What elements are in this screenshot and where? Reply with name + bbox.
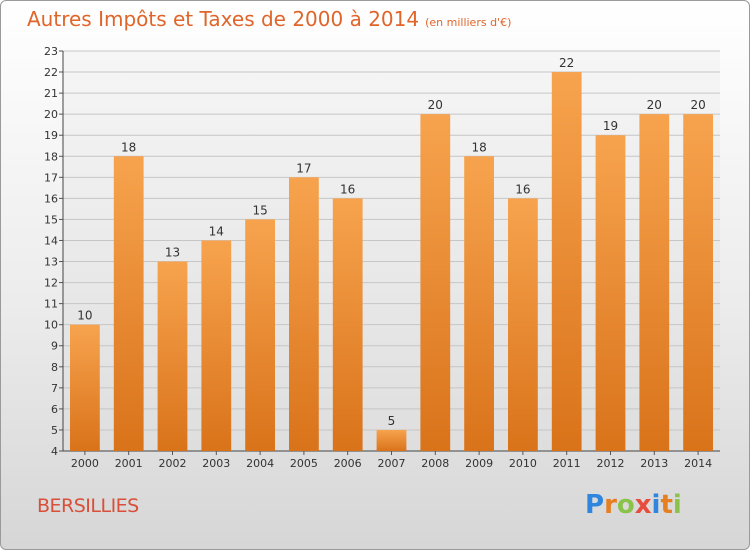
bar: [683, 114, 713, 451]
x-tick-label: 2009: [465, 457, 493, 470]
chart-title: Autres Impôts et Taxes de 2000 à 2014 (en…: [27, 7, 511, 31]
bar: [551, 72, 582, 451]
data-label: 5: [388, 414, 396, 428]
logo-letter: o: [616, 490, 635, 520]
data-label: 19: [603, 119, 618, 133]
bar: [595, 135, 626, 452]
x-tick-label: 2003: [202, 457, 230, 470]
proxiti-logo: Proxiti: [585, 490, 682, 520]
data-label: 18: [121, 140, 136, 154]
bar: [464, 156, 494, 451]
y-tick-label: 19: [44, 129, 58, 142]
bar: [376, 429, 407, 451]
y-tick-label: 13: [44, 256, 58, 269]
bar: [332, 198, 363, 451]
bar: [420, 114, 451, 451]
data-label: 22: [559, 56, 574, 70]
logo-letter: r: [604, 490, 617, 520]
x-tick-label: 2013: [640, 457, 668, 470]
x-tick-label: 2008: [421, 457, 449, 470]
x-tick-label: 2014: [684, 457, 712, 470]
data-label: 17: [296, 161, 311, 175]
data-label: 20: [647, 98, 662, 112]
x-tick-label: 2006: [334, 457, 362, 470]
bar: [245, 219, 275, 451]
data-label: 14: [209, 224, 224, 238]
y-tick-label: 18: [44, 150, 58, 163]
logo-letter: i: [651, 490, 661, 520]
data-label: 13: [165, 246, 180, 260]
data-label: 20: [690, 98, 705, 112]
x-tick-label: 2004: [246, 457, 274, 470]
logo-letter: i: [672, 490, 682, 520]
bar: [289, 177, 319, 451]
y-tick-label: 17: [44, 171, 58, 184]
x-tick-label: 2005: [290, 457, 318, 470]
x-tick-label: 2010: [509, 457, 537, 470]
data-label: 15: [252, 203, 267, 217]
data-label: 16: [340, 182, 355, 196]
x-tick-label: 2007: [378, 457, 406, 470]
commune-name: BERSILLIES: [37, 495, 139, 517]
x-tick-label: 2011: [553, 457, 581, 470]
data-label: 10: [77, 309, 92, 323]
y-tick-label: 23: [44, 45, 58, 58]
y-tick-label: 22: [44, 66, 58, 79]
data-label: 18: [471, 140, 486, 154]
y-tick-label: 21: [44, 87, 58, 100]
y-tick-label: 5: [51, 424, 58, 437]
data-label: 16: [515, 182, 530, 196]
y-tick-label: 12: [44, 277, 58, 290]
y-tick-label: 8: [51, 361, 58, 374]
y-tick-label: 15: [44, 213, 58, 226]
bar: [70, 324, 100, 451]
y-tick-label: 20: [44, 108, 58, 121]
data-label: 20: [428, 98, 443, 112]
y-tick-label: 11: [44, 298, 58, 311]
x-tick-label: 2001: [115, 457, 143, 470]
y-tick-label: 10: [44, 319, 58, 332]
x-tick-label: 2002: [159, 457, 187, 470]
bar: [113, 156, 144, 451]
y-tick-label: 4: [51, 445, 58, 458]
logo-letter: x: [634, 490, 652, 520]
x-tick-label: 2000: [71, 457, 99, 470]
y-tick-label: 14: [44, 234, 58, 247]
logo-letter: P: [585, 490, 605, 520]
bar: [508, 198, 538, 451]
logo-letter: t: [660, 490, 673, 520]
y-tick-label: 6: [51, 403, 58, 416]
y-tick-label: 7: [51, 382, 58, 395]
y-tick-label: 9: [51, 340, 58, 353]
y-tick-label: 16: [44, 192, 58, 205]
bar: [201, 240, 232, 451]
chart-title-text: Autres Impôts et Taxes de 2000 à 2014: [27, 7, 420, 31]
unit-note: (en milliers d'€): [425, 16, 512, 29]
bar: [157, 261, 188, 451]
bar: [639, 114, 670, 451]
x-tick-label: 2012: [597, 457, 625, 470]
